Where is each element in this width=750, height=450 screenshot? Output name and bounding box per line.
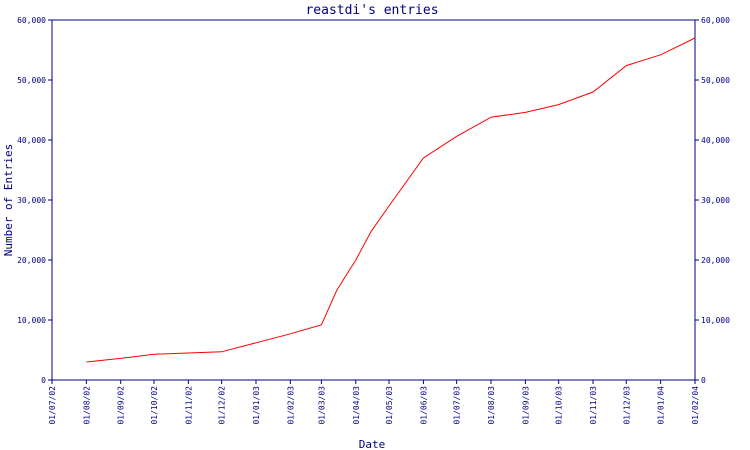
x-tick-label: 01/05/03 <box>385 386 394 425</box>
x-tick-label: 01/11/02 <box>184 386 193 425</box>
x-tick-label: 01/04/03 <box>352 386 361 425</box>
y-tick-label-right: 40,000 <box>701 136 730 145</box>
x-tick-label: 01/10/02 <box>150 386 159 425</box>
x-tick-label: 01/09/03 <box>521 386 530 425</box>
x-tick-label: 01/06/03 <box>419 386 428 425</box>
plot-frame <box>51 19 696 381</box>
y-tick-label-left: 60,000 <box>17 16 46 25</box>
x-tick-label: 01/01/04 <box>657 386 666 425</box>
y-tick-label-left: 20,000 <box>17 256 46 265</box>
x-tick-label: 01/11/03 <box>589 386 598 425</box>
y-axis-left-labels: 0 10,000 20,000 30,000 40,000 50,000 60,000 <box>17 16 46 385</box>
x-tick-label: 01/07/03 <box>453 386 462 425</box>
x-tick-label: 01/12/03 <box>622 386 631 425</box>
x-axis-labels: 01/07/02 01/08/02 01/09/02 01/10/02 01/11/02… <box>48 386 700 425</box>
x-tick-label: 01/01/03 <box>252 386 261 425</box>
y-tick-label-right: 30,000 <box>701 196 730 205</box>
y-tick-label-left: 10,000 <box>17 316 46 325</box>
x-tick-label: 01/07/02 <box>48 386 57 425</box>
y-tick-label-right: 60,000 <box>701 16 730 25</box>
y-tick-label-left: 0 <box>41 376 46 385</box>
y-tick-label-right: 10,000 <box>701 316 730 325</box>
axis-ticks <box>48 19 699 384</box>
entries-series-line <box>86 37 696 363</box>
x-tick-label: 01/10/03 <box>555 386 564 425</box>
chart-title: reastdi's entries <box>305 3 438 18</box>
y-tick-label-right: 0 <box>701 376 706 385</box>
x-tick-label: 01/08/02 <box>82 386 91 425</box>
y-tick-label-left: 30,000 <box>17 196 46 205</box>
y-tick-label-right: 50,000 <box>701 76 730 85</box>
x-tick-label: 01/02/04 <box>691 386 700 425</box>
y-tick-label-left: 40,000 <box>17 136 46 145</box>
y-axis-right-labels: 0 10,000 20,000 30,000 40,000 50,000 60,000 <box>701 16 730 385</box>
x-tick-label: 01/09/02 <box>117 386 126 425</box>
x-tick-label: 01/02/03 <box>286 386 295 425</box>
y-tick-label-right: 20,000 <box>701 256 730 265</box>
x-tick-label: 01/12/02 <box>218 386 227 425</box>
y-axis-title: Number of Entries <box>2 144 15 257</box>
y-tick-label-left: 50,000 <box>17 76 46 85</box>
x-tick-label: 01/03/03 <box>317 386 326 425</box>
x-axis-title: Date <box>359 438 386 450</box>
x-tick-label: 01/08/03 <box>487 386 496 425</box>
